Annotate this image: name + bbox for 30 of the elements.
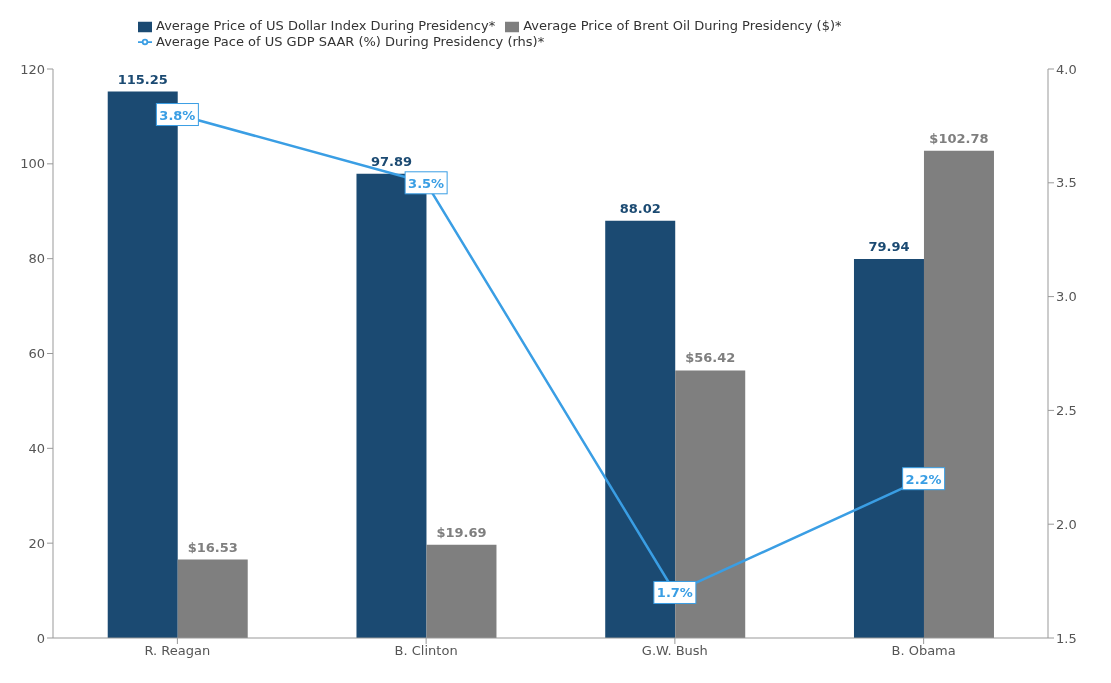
data-label: 97.89 — [370, 153, 413, 169]
legend-label: Average Price of US Dollar Index During Presidency* — [156, 18, 496, 33]
bar — [426, 544, 497, 638]
y-tick-label: 80 — [28, 251, 45, 267]
y2-tick-label: 2.0 — [1056, 516, 1077, 532]
y-tick-label: 100 — [20, 156, 45, 172]
data-label: 115.25 — [117, 71, 168, 87]
x-tick-label: B. Obama — [891, 643, 956, 659]
data-label: 88.02 — [619, 200, 661, 216]
y2-tick-label: 3.5 — [1056, 175, 1077, 191]
y-tick-label: 40 — [28, 440, 45, 456]
data-label: 79.94 — [868, 238, 910, 254]
legend-label: Average Price of Brent Oil During Presidency ($)* — [523, 18, 842, 33]
bar — [177, 559, 248, 638]
data-label: $102.78 — [929, 130, 989, 146]
x-tick-label: G.W. Bush — [641, 643, 708, 659]
y-tick-label: 20 — [28, 535, 45, 551]
y-tick-label: 60 — [28, 346, 45, 362]
x-tick-label: B. Clinton — [394, 643, 458, 659]
y2-tick-label: 4.0 — [1056, 61, 1077, 77]
data-label: $19.69 — [436, 524, 487, 540]
legend-label: Average Pace of US GDP SAAR (%) During Presidency (rhs)* — [156, 33, 545, 49]
x-tick-label: R. Reagan — [144, 643, 211, 659]
y2-tick-label: 2.5 — [1056, 403, 1077, 419]
data-label: $16.53 — [187, 539, 238, 555]
y-tick-label: 120 — [20, 61, 45, 77]
y2-tick-label: 3.0 — [1056, 289, 1077, 305]
data-label: $56.42 — [685, 350, 736, 366]
y-tick-label: 0 — [36, 630, 45, 646]
y2-tick-label: 1.5 — [1056, 630, 1077, 646]
